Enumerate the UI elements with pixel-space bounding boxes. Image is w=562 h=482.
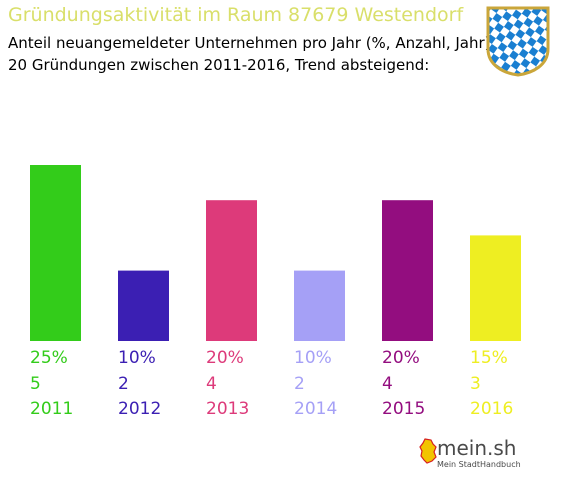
count-label-2011: 5	[30, 374, 41, 394]
year-label-2013: 2013	[206, 399, 250, 419]
percent-label-2016: 15%	[470, 348, 508, 368]
percent-label-2015: 20%	[382, 348, 420, 368]
count-label-2012: 2	[118, 374, 129, 394]
bar-2016	[470, 235, 521, 341]
year-label-2012: 2012	[118, 399, 162, 419]
count-label-2014: 2	[294, 374, 305, 394]
germany-map-icon	[419, 438, 437, 464]
bar-2015	[382, 200, 433, 341]
year-label-2015: 2015	[382, 399, 426, 419]
bavarian-coat-of-arms-icon	[486, 6, 550, 77]
chart-summary: 20 Gründungen zwischen 2011-2016, Trend …	[8, 56, 430, 74]
count-label-2016: 3	[470, 374, 481, 394]
year-label-2011: 2011	[30, 399, 74, 419]
bar-2011	[30, 165, 81, 341]
bar-2014	[294, 270, 345, 341]
year-label-2014: 2014	[294, 399, 338, 419]
bar-2013	[206, 200, 257, 341]
percent-label-2013: 20%	[206, 348, 244, 368]
chart-title: Gründungsaktivität im Raum 87679 Westend…	[8, 4, 464, 26]
year-label-2016: 2016	[470, 399, 514, 419]
percent-label-2014: 10%	[294, 348, 332, 368]
chart-subtitle: Anteil neuangemeldeter Unternehmen pro J…	[8, 34, 491, 52]
count-label-2013: 4	[206, 374, 217, 394]
bar-2012	[118, 270, 169, 341]
mein-sh-logo[interactable]: mein.sh Mein StadtHandbuch	[419, 434, 529, 478]
logo-name: mein.sh	[437, 436, 517, 460]
percent-label-2011: 25%	[30, 348, 68, 368]
count-label-2015: 4	[382, 374, 393, 394]
logo-tagline: Mein StadtHandbuch	[437, 460, 521, 469]
percent-label-2012: 10%	[118, 348, 156, 368]
